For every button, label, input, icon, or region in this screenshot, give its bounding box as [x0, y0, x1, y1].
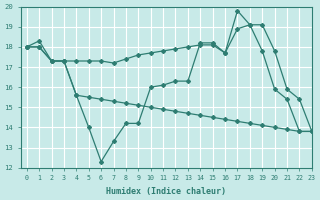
X-axis label: Humidex (Indice chaleur): Humidex (Indice chaleur) [106, 187, 226, 196]
